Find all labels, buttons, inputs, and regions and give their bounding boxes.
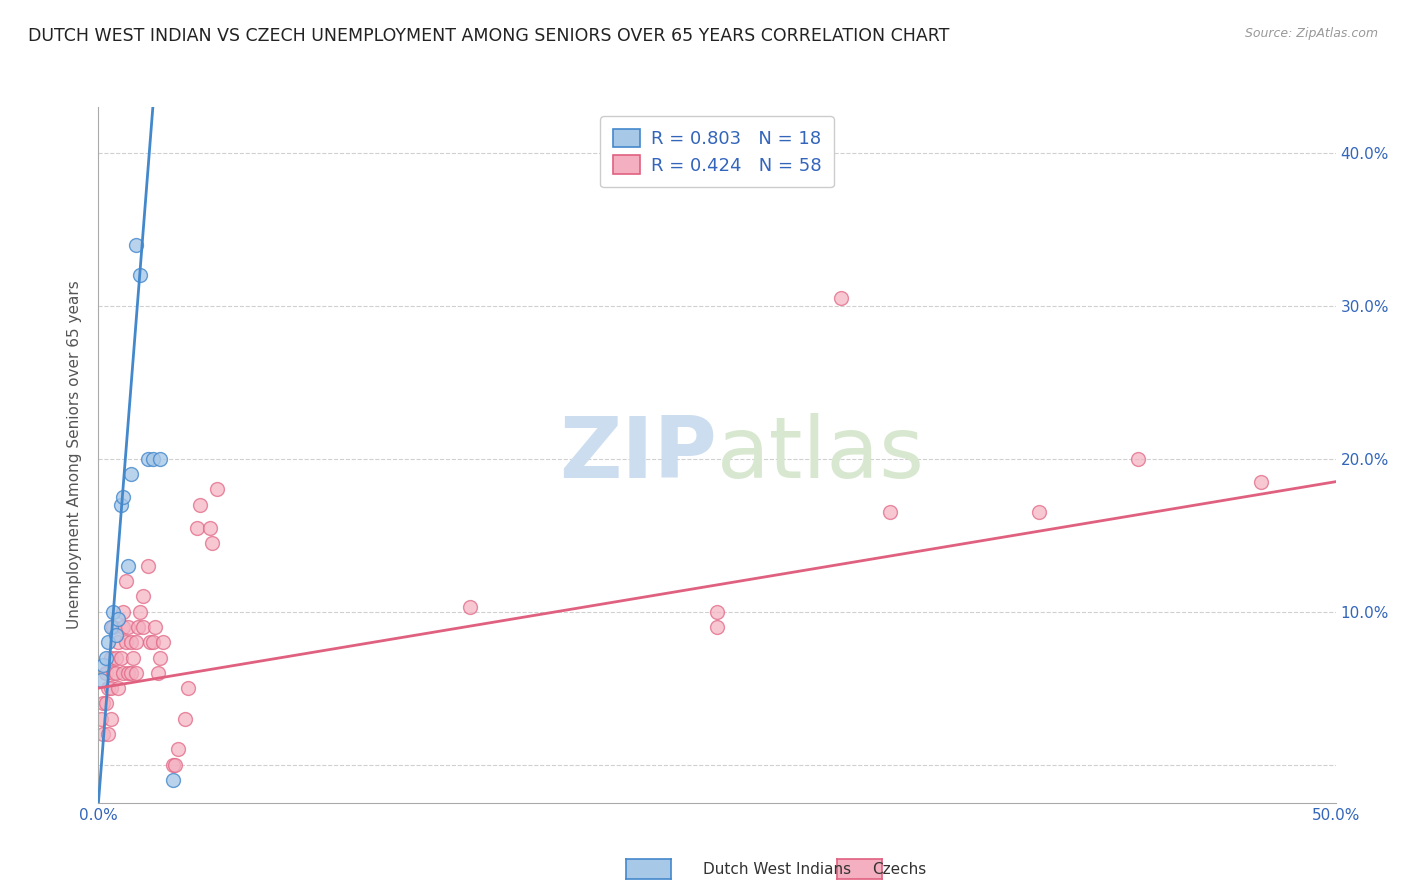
Point [107,635,129,649]
Point [186,520,208,534]
Point [124,665,146,680]
Point [107,612,129,626]
Point [104,627,127,641]
Text: Czechs: Czechs [872,863,927,877]
Point [124,635,146,649]
Point [100,681,122,695]
Point [176,681,198,695]
Text: Source: ZipAtlas.com: Source: ZipAtlas.com [1244,27,1378,40]
Point [103,605,125,619]
Point [103,620,125,634]
Point [97,727,120,741]
Point [120,635,142,649]
Point [117,558,139,573]
Point [129,605,152,619]
Point [94,650,117,665]
Point [100,712,122,726]
Point [122,650,145,665]
Point [142,451,165,466]
Point [114,574,136,588]
Point [104,650,127,665]
Point [107,681,129,695]
Point [94,697,117,711]
Point [165,757,187,772]
Point [117,665,139,680]
Point [114,635,136,649]
Point [112,490,135,504]
Point [142,635,165,649]
Point [97,681,120,695]
Point [205,483,228,497]
Point [879,505,901,519]
Point [94,665,117,680]
Text: ZIP: ZIP [560,413,717,497]
Legend: R = 0.803   N = 18, R = 0.424   N = 58: R = 0.803 N = 18, R = 0.424 N = 58 [600,116,834,187]
Point [1250,475,1272,489]
Point [129,268,152,283]
Point [110,650,132,665]
Point [127,620,149,634]
Point [103,665,125,680]
Text: atlas: atlas [717,413,925,497]
Point [100,650,122,665]
Point [112,665,135,680]
Point [149,650,172,665]
Point [93,697,115,711]
Point [100,620,122,634]
Point [104,665,127,680]
Point [458,600,481,615]
Point [174,712,197,726]
Point [124,237,146,252]
Point [90,712,112,726]
Point [132,590,155,604]
Point [830,291,852,305]
Point [162,757,184,772]
Point [1126,451,1149,466]
Point [149,451,172,466]
Point [166,742,188,756]
Point [706,620,728,634]
Point [97,635,120,649]
Point [110,498,132,512]
Point [120,665,142,680]
Y-axis label: Unemployment Among Seniors over 65 years: Unemployment Among Seniors over 65 years [67,281,83,629]
Point [162,772,184,787]
Point [201,536,224,550]
Point [136,558,159,573]
Text: Dutch West Indians: Dutch West Indians [703,863,851,877]
Point [136,451,159,466]
Point [1028,505,1050,519]
Text: DUTCH WEST INDIAN VS CZECH UNEMPLOYMENT AMONG SENIORS OVER 65 YEARS CORRELATION : DUTCH WEST INDIAN VS CZECH UNEMPLOYMENT … [28,27,949,45]
Point [143,620,166,634]
Point [117,620,139,634]
Point [93,727,115,741]
Point [146,665,169,680]
Point [132,620,155,634]
Point [139,635,162,649]
Point [198,520,221,534]
Point [152,635,174,649]
Point [188,498,211,512]
Point [90,673,112,688]
Point [120,467,142,481]
Point [112,605,135,619]
Point [112,620,135,634]
Point [706,605,728,619]
Point [93,658,115,673]
